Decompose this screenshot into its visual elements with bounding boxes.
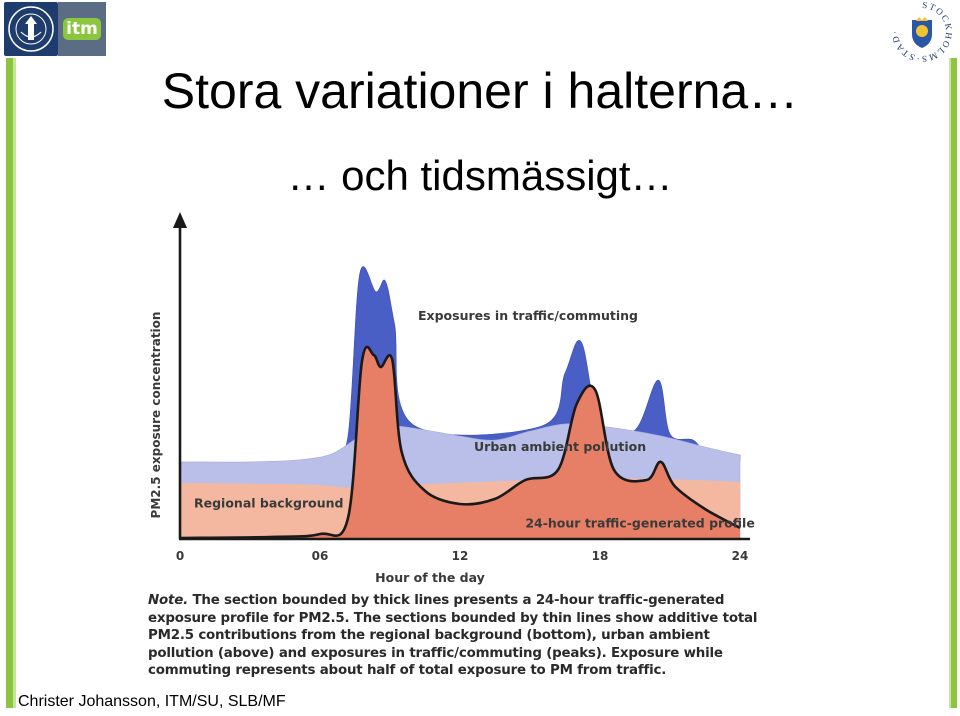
annotation-traffic-commuting: Exposures in traffic/commuting xyxy=(418,308,638,323)
y-axis-arrow-icon xyxy=(173,212,187,228)
left-accent-bar xyxy=(6,58,13,708)
annotation-regional-background: Regional background xyxy=(194,495,343,510)
right-accent-bar-inner xyxy=(949,58,951,708)
slide-title: Stora variationer i halterna… xyxy=(161,63,799,119)
university-seal-logo xyxy=(4,2,58,56)
traffic-profile-area xyxy=(180,346,740,538)
x-tick-label: 24 xyxy=(732,549,749,563)
left-accent-bar-inner xyxy=(13,58,16,708)
note-lead: Note. xyxy=(148,593,188,608)
x-axis-label: Hour of the day xyxy=(375,570,485,585)
x-ticks: 0 06 12 18 24 xyxy=(176,549,749,563)
area-annotations: Exposures in traffic/commuting Urban ambi… xyxy=(194,308,755,530)
x-tick-label: 06 xyxy=(312,549,329,563)
chart-note: Note. The section bounded by thick lines… xyxy=(148,592,768,680)
slide-subtitle: … och tidsmässigt… xyxy=(287,152,673,199)
x-tick-label: 0 xyxy=(176,549,184,563)
annotation-traffic-profile: 24-hour traffic-generated profile xyxy=(525,515,754,530)
pm25-exposure-chart: 0 06 12 18 24 Hour of the day PM2.5 exposure… xyxy=(118,202,768,592)
x-tick-label: 18 xyxy=(592,549,609,563)
x-tick-label: 12 xyxy=(452,549,469,563)
itm-logo: itm xyxy=(63,18,101,40)
slide-footer: Christer Johansson, ITM/SU, SLB/MF xyxy=(18,693,286,710)
chart-svg: 0 06 12 18 24 Hour of the day PM2.5 exposure… xyxy=(149,212,755,585)
right-accent-bar xyxy=(951,58,957,708)
annotation-urban-ambient: Urban ambient pollution xyxy=(474,439,646,454)
y-axis-label: PM2.5 exposure concentration xyxy=(149,312,163,519)
stockholm-city-logo: STOCKHOLMS·STAD· xyxy=(888,0,956,66)
note-text: The section bounded by thick lines prese… xyxy=(148,593,758,678)
traffic-profile-line xyxy=(179,345,741,540)
